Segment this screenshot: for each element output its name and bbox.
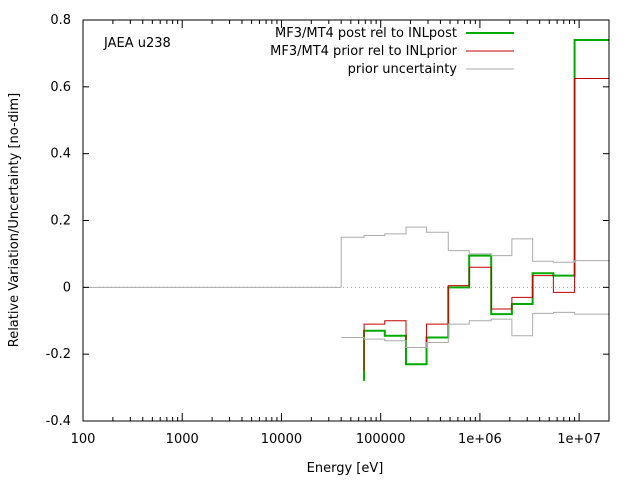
- y-tick-label: 0.8: [50, 13, 71, 28]
- x-tick-label: 100: [71, 432, 96, 447]
- y-tick-label: -0.2: [46, 347, 71, 362]
- legend-label-2: prior uncertainty: [348, 62, 458, 77]
- x-tick-label: 1e+06: [458, 432, 502, 447]
- y-tick-label: 0.6: [50, 80, 71, 95]
- x-tick-label: 10000: [261, 432, 302, 447]
- series-line-2: [340, 226, 609, 288]
- y-axis-label: Relative Variation/Uncertainty [no-dim]: [7, 93, 22, 348]
- series-line-1: [363, 77, 609, 371]
- legend: MF3/MT4 post rel to INLpost MF3/MT4 prior…: [270, 26, 514, 77]
- y-tick-label: 0.4: [50, 147, 71, 162]
- legend-label-0: MF3/MT4 post rel to INLpost: [275, 26, 457, 41]
- legend-label-1: MF3/MT4 prior rel to INLprior: [270, 44, 457, 59]
- x-tick-label: 1e+07: [557, 432, 601, 447]
- x-tick-label: 100000: [356, 432, 406, 447]
- y-tick-label: 0: [63, 280, 71, 295]
- series-line-3: [341, 311, 609, 348]
- y-tick-label: -0.4: [46, 414, 71, 429]
- series-layer: [83, 39, 609, 381]
- ticks-layer: -0.4 -0.2 0 0.2 0.4 0.6 0.8 100 1000 10000 100000 1…: [46, 13, 609, 447]
- series-line-0: [363, 39, 609, 381]
- x-tick-label: 1000: [166, 432, 199, 447]
- chart-annotation: JAEA u238: [103, 36, 171, 51]
- y-tick-label: 0.2: [50, 214, 71, 229]
- x-axis-label: Energy [eV]: [307, 461, 384, 476]
